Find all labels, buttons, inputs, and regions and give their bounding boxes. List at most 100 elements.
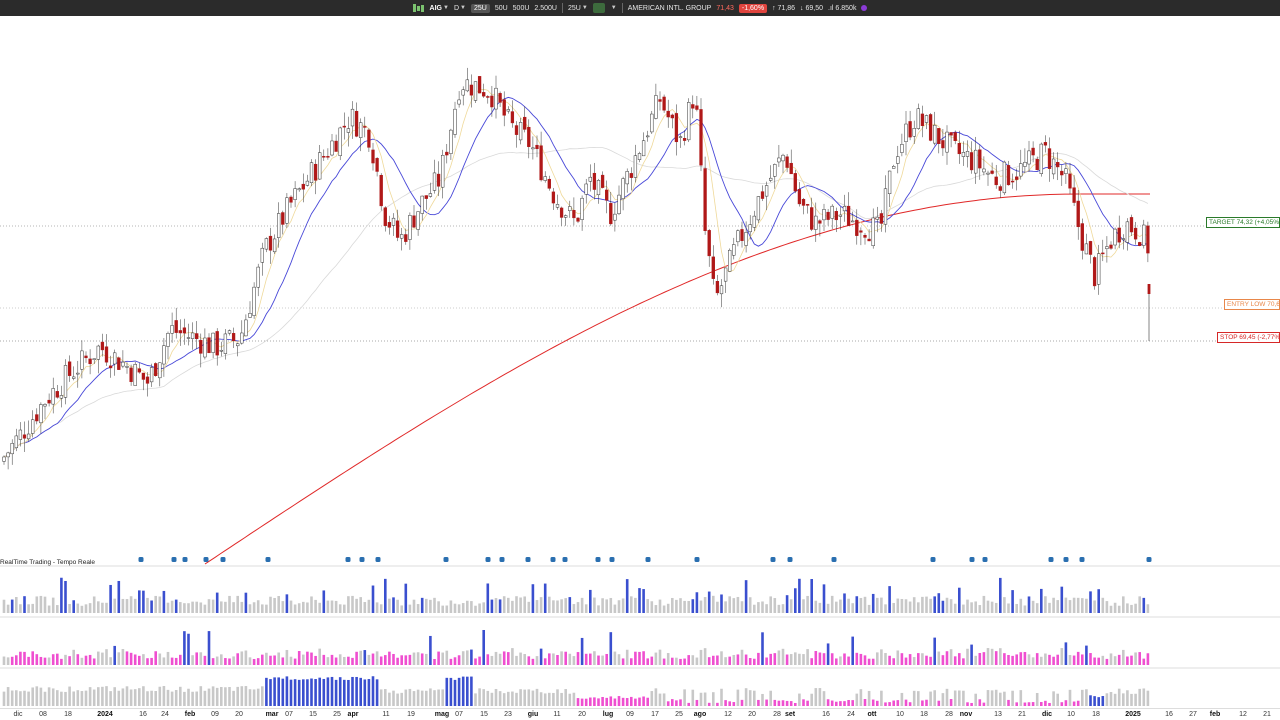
volume-bar — [1003, 653, 1006, 665]
event-marker-icon[interactable] — [1048, 557, 1054, 562]
trend-bar — [761, 693, 764, 706]
lookback-50u-button[interactable]: 50U — [494, 4, 508, 12]
ma-selector[interactable]: 25U ▼ — [568, 5, 588, 12]
candle-down — [195, 333, 199, 340]
status-dot-icon[interactable] — [861, 5, 868, 11]
volume-bar — [1068, 600, 1072, 613]
candle-down — [445, 151, 449, 156]
volume-bar — [716, 655, 719, 665]
stop-label[interactable]: STOP 69,45 (-2,77%) — [1217, 332, 1280, 343]
event-marker-icon[interactable] — [770, 557, 776, 562]
event-marker-icon[interactable] — [499, 557, 505, 562]
volume-bar — [761, 601, 764, 613]
event-marker-icon[interactable] — [982, 557, 988, 562]
volume-bar — [859, 597, 863, 613]
event-marker-icon[interactable] — [550, 557, 556, 562]
trend-bar — [953, 690, 957, 706]
candle-up — [916, 108, 920, 129]
x-axis-tick: 24 — [161, 711, 169, 718]
volume-bar — [433, 597, 436, 613]
volume-bar — [1130, 655, 1133, 665]
entry-label[interactable]: ENTRY LOW 70,65 — [1224, 299, 1280, 310]
indicator-menu[interactable]: ▼ — [610, 5, 617, 11]
event-marker-icon[interactable] — [787, 557, 793, 562]
event-marker-icon[interactable] — [485, 557, 491, 562]
event-marker-icon[interactable] — [562, 557, 568, 562]
volume-bar — [527, 601, 531, 613]
trend-bar — [174, 690, 178, 706]
event-marker-icon[interactable] — [265, 557, 271, 562]
trend-bar — [740, 699, 744, 706]
volume-bar — [933, 596, 936, 613]
volume-bar — [568, 653, 572, 665]
volume-bar — [6, 604, 10, 613]
candle-up — [309, 162, 314, 184]
event-marker-icon[interactable] — [220, 557, 226, 562]
lookback-500u-button[interactable]: 500U — [512, 4, 530, 12]
volume-bar — [699, 649, 703, 665]
event-marker-icon[interactable] — [694, 557, 700, 562]
trend-bar — [1105, 693, 1109, 706]
event-marker-icon[interactable] — [203, 557, 209, 562]
volume-bar — [138, 655, 141, 665]
lookback-2500u-button[interactable]: 2.500U — [534, 4, 557, 12]
lookback-25u-button[interactable]: 25U — [470, 3, 490, 13]
volume-bar — [371, 653, 375, 665]
event-marker-icon[interactable] — [443, 557, 449, 562]
trend-bar — [433, 690, 436, 706]
chart-type-icon[interactable] — [412, 4, 425, 12]
trend-bar — [281, 678, 285, 706]
event-marker-icon[interactable] — [609, 557, 615, 562]
event-marker-icon[interactable] — [969, 557, 975, 562]
candle-down — [268, 235, 273, 251]
symbol-selector[interactable]: AIG ▼ — [430, 5, 449, 12]
event-marker-icon[interactable] — [595, 557, 601, 562]
volume-bar — [847, 598, 850, 613]
volume-bar — [1076, 597, 1080, 613]
event-marker-icon[interactable] — [1146, 557, 1152, 562]
event-marker-icon[interactable] — [182, 557, 188, 562]
event-marker-icon[interactable] — [930, 557, 936, 562]
event-marker-icon[interactable] — [138, 557, 144, 562]
x-axis-tick: lug — [602, 711, 614, 718]
event-marker-icon[interactable] — [171, 557, 177, 562]
volume-bar — [388, 651, 391, 665]
candle-up — [1113, 228, 1117, 246]
volume-bar — [494, 598, 498, 613]
volume-bar — [429, 599, 432, 613]
volume-bar — [933, 637, 936, 665]
event-marker-icon[interactable] — [831, 557, 837, 562]
volume-panel-1 — [2, 577, 1150, 613]
candle-up — [687, 102, 691, 141]
volume-bar — [777, 604, 781, 613]
price-chart[interactable] — [0, 16, 1280, 708]
candle-down — [670, 114, 674, 119]
event-marker-icon[interactable] — [645, 557, 651, 562]
trend-bar — [999, 692, 1002, 706]
volume-bar — [76, 603, 80, 613]
candle-down — [137, 368, 141, 373]
candle-down — [1080, 223, 1084, 251]
volume-bar — [564, 598, 567, 613]
trend-bar — [769, 690, 772, 706]
timeframe-selector[interactable]: D ▼ — [454, 5, 466, 12]
event-marker-icon[interactable] — [345, 557, 351, 562]
event-marker-icon[interactable] — [525, 557, 531, 562]
volume-bar — [605, 653, 608, 665]
volume-bar — [1027, 654, 1031, 665]
trend-bar — [1052, 691, 1055, 706]
event-marker-icon[interactable] — [1079, 557, 1085, 562]
volume-bar — [1134, 652, 1137, 665]
event-markers[interactable] — [138, 557, 1152, 562]
target-label[interactable]: TARGET 74,32 (+4,05%) — [1206, 217, 1280, 228]
trend-bar — [847, 700, 850, 706]
indicator-icon[interactable] — [592, 3, 605, 13]
volume-bar — [691, 599, 695, 613]
volume-bar — [359, 650, 362, 665]
event-marker-icon[interactable] — [375, 557, 381, 562]
event-marker-icon[interactable] — [1063, 557, 1069, 562]
trend-bar — [511, 691, 514, 706]
event-marker-icon[interactable] — [359, 557, 365, 562]
volume-bar — [539, 597, 543, 613]
trend-bar — [527, 689, 531, 706]
